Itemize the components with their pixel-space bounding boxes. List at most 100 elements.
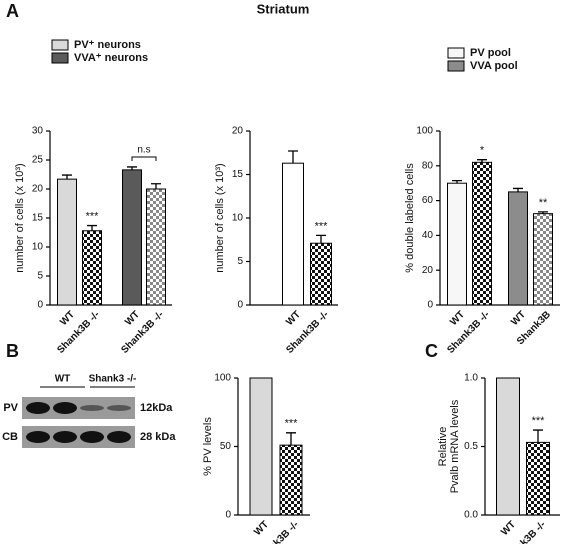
blot-size-label: 28 kDa [140, 431, 176, 443]
error-bar [62, 174, 72, 180]
bar [57, 178, 77, 306]
x-tick-label: WT [509, 309, 528, 328]
error-bar [316, 234, 326, 244]
y-tick-label: 15 [232, 169, 244, 180]
blot-row-label: PV [3, 402, 18, 414]
blot-band [107, 431, 131, 443]
blot-row-label: CB [2, 431, 18, 443]
panel-label: C [425, 341, 438, 361]
error-bar [538, 211, 548, 214]
significance: *** [86, 210, 100, 222]
y-tick-label: 20 [32, 184, 44, 195]
legend-label: PV pool [470, 47, 511, 59]
error-bar [452, 179, 462, 184]
x-tick-label: WT [252, 519, 271, 538]
x-tick-label: WT [58, 309, 77, 328]
panel-label: B [6, 341, 19, 361]
error-bar [288, 150, 298, 164]
error-bar [513, 187, 523, 192]
bar [472, 161, 492, 306]
error-bar [477, 159, 487, 163]
blot-strip [22, 426, 135, 448]
y-tick-label: 0 [37, 300, 43, 311]
y-axis-label: number of cells (x 10³) [14, 163, 26, 272]
significance: ** [539, 197, 548, 209]
bar [533, 213, 553, 306]
bar [496, 377, 520, 516]
figure-title: Striatum [257, 1, 310, 16]
y-tick-label: 80 [422, 160, 434, 171]
legend-label: VVA⁺ neurons [74, 52, 148, 64]
y-tick-label: 20 [232, 126, 244, 137]
legend-label: PV⁺ neurons [74, 39, 141, 51]
x-tick-label: WT [123, 309, 142, 328]
bar [447, 182, 467, 306]
error-bar [533, 429, 543, 443]
y-axis-label: Pvalb mRNA levels [449, 399, 461, 493]
blot-size-label: 12kDa [140, 402, 173, 414]
significance: *** [532, 415, 546, 427]
blot-group-label: Shank3 -/- [89, 374, 137, 385]
significance: *** [315, 220, 329, 232]
bar [279, 444, 303, 516]
y-tick-label: 1.0 [464, 373, 478, 384]
y-axis-label: % double labeled cells [404, 163, 416, 273]
bar [122, 169, 142, 306]
y-tick-label: 0.5 [464, 441, 478, 452]
bar [282, 162, 304, 306]
error-bar [127, 166, 137, 170]
legend-swatch [447, 60, 465, 72]
y-tick-label: 0.0 [464, 510, 478, 521]
blot-strip [22, 397, 135, 419]
blot-band [80, 405, 104, 411]
legend-swatch [447, 47, 465, 59]
y-tick-label: 60 [422, 195, 434, 206]
legend-swatch [51, 39, 69, 51]
blot-band [53, 402, 77, 414]
bar [508, 191, 528, 306]
bar [310, 242, 332, 306]
blot-band [80, 431, 104, 443]
significance: * [480, 145, 485, 157]
y-tick-label: 0 [225, 510, 231, 521]
x-tick-label: WT [448, 309, 467, 328]
legend-label: VVA pool [470, 60, 518, 72]
bar [526, 441, 550, 516]
blot-group-label: WT [55, 374, 71, 385]
blot-band [26, 431, 50, 443]
x-tick-label: WT [499, 519, 518, 538]
panel-label: A [6, 1, 19, 21]
y-tick-label: 100 [416, 126, 433, 137]
y-tick-label: 100 [214, 373, 231, 384]
y-tick-label: 5 [37, 271, 43, 282]
y-tick-label: 10 [232, 213, 244, 224]
y-tick-label: 0 [427, 300, 433, 311]
y-tick-label: 25 [32, 155, 44, 166]
y-axis-label: % PV levels [202, 417, 214, 476]
bar [249, 377, 273, 516]
y-tick-label: 20 [422, 265, 434, 276]
error-bar [151, 183, 161, 189]
x-tick-label: WT [284, 309, 303, 328]
y-tick-label: 10 [32, 242, 44, 253]
comparison-label: n.s [137, 145, 150, 156]
bar [146, 188, 166, 306]
error-bar [286, 432, 296, 446]
y-tick-label: 5 [237, 256, 243, 267]
y-axis-label: number of cells (x 10³) [214, 163, 226, 272]
comparison-bracket [131, 156, 157, 161]
blot-band [107, 405, 131, 411]
y-tick-label: 15 [32, 213, 44, 224]
error-bar [87, 224, 97, 231]
y-tick-label: 50 [220, 441, 232, 452]
bar [82, 230, 102, 306]
y-tick-label: 30 [32, 126, 44, 137]
y-tick-label: 0 [237, 300, 243, 311]
blot-band [53, 431, 77, 443]
y-axis-label: Relative [437, 427, 449, 467]
legend-swatch [51, 52, 69, 64]
blot-band [26, 402, 50, 414]
y-tick-label: 40 [422, 230, 434, 241]
significance: *** [285, 418, 299, 430]
